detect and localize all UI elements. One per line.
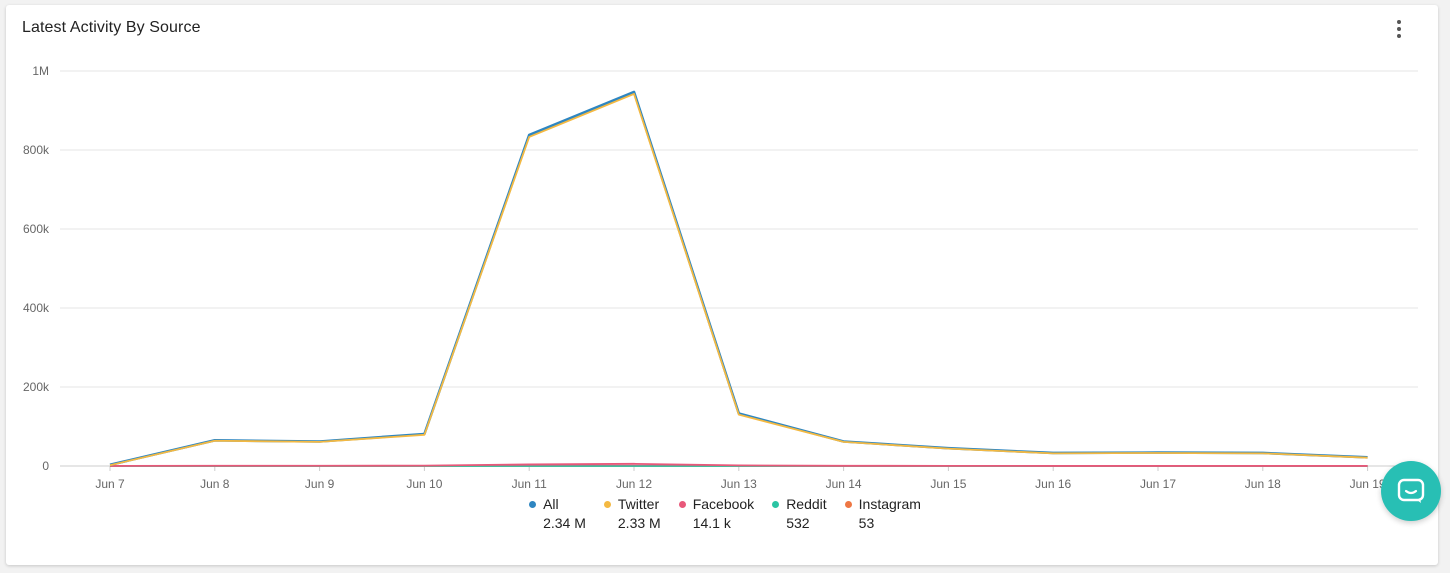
x-tick-label: Jun 7 bbox=[95, 477, 125, 491]
legend-name-row: Twitter bbox=[603, 495, 661, 513]
x-tick-label: Jun 14 bbox=[826, 477, 862, 491]
y-tick-label: 400k bbox=[23, 301, 50, 315]
activity-card: Latest Activity By Source bbox=[6, 5, 1438, 565]
legend-name-row: Reddit bbox=[772, 495, 827, 513]
legend-dot-icon bbox=[772, 500, 780, 508]
x-tick-label: Jun 9 bbox=[305, 477, 335, 491]
y-tick-label: 0 bbox=[42, 459, 49, 473]
legend-dot-icon bbox=[844, 500, 852, 508]
legend-item-instagram[interactable]: Instagram 53 bbox=[844, 495, 921, 531]
series-line-all bbox=[109, 90, 1368, 467]
legend-item-all[interactable]: All 2.34 M bbox=[529, 495, 586, 531]
kebab-dot bbox=[1397, 27, 1401, 31]
legend-total: 53 bbox=[858, 515, 875, 531]
y-tick-label: 800k bbox=[23, 143, 50, 157]
legend-total: 14.1 k bbox=[692, 515, 731, 531]
chat-button[interactable] bbox=[1381, 461, 1441, 521]
chat-icon bbox=[1397, 478, 1425, 503]
y-tick-label: 200k bbox=[23, 380, 50, 394]
legend-label: Facebook bbox=[692, 496, 755, 512]
series-line-twitter bbox=[109, 93, 1368, 467]
chart-legend: All 2.34 M Twitter 2.33 M Facebook 14.1 k Redd… bbox=[0, 495, 1450, 531]
legend-total: 532 bbox=[786, 515, 810, 531]
x-tick-label: Jun 13 bbox=[721, 477, 757, 491]
y-tick-label: 600k bbox=[23, 222, 50, 236]
legend-dot-icon bbox=[603, 500, 611, 508]
legend-item-facebook[interactable]: Facebook 14.1 k bbox=[678, 495, 755, 531]
card-title: Latest Activity By Source bbox=[22, 19, 201, 36]
x-tick-label: Jun 8 bbox=[200, 477, 230, 491]
kebab-dot bbox=[1397, 20, 1401, 24]
legend-label: Instagram bbox=[858, 496, 921, 512]
x-tick-label: Jun 12 bbox=[616, 477, 652, 491]
legend-item-reddit[interactable]: Reddit 532 bbox=[772, 495, 827, 531]
legend-total: 2.33 M bbox=[617, 515, 661, 531]
legend-dot-icon bbox=[678, 500, 686, 508]
x-tick-label: Jun 15 bbox=[930, 477, 966, 491]
legend-label: Reddit bbox=[786, 496, 827, 512]
x-tick-label: Jun 17 bbox=[1140, 477, 1176, 491]
legend-name-row: Instagram bbox=[844, 495, 921, 513]
legend-name-row: All bbox=[529, 495, 586, 513]
legend-total: 2.34 M bbox=[543, 515, 586, 531]
x-tick-label: Jun 18 bbox=[1245, 477, 1281, 491]
legend-name-row: Facebook bbox=[678, 495, 755, 513]
x-tick-label: Jun 19 bbox=[1350, 477, 1386, 491]
legend-label: Twitter bbox=[617, 496, 660, 512]
x-tick-label: Jun 10 bbox=[406, 477, 442, 491]
legend-item-twitter[interactable]: Twitter 2.33 M bbox=[603, 495, 661, 531]
series-line-facebook bbox=[109, 462, 1368, 467]
legend-dot-icon bbox=[529, 500, 537, 508]
x-tick-label: Jun 11 bbox=[512, 477, 547, 491]
y-tick-label: 1M bbox=[32, 64, 49, 78]
kebab-dot bbox=[1397, 34, 1401, 38]
kebab-menu-icon[interactable] bbox=[1389, 19, 1409, 39]
legend-label: All bbox=[543, 496, 559, 512]
x-tick-label: Jun 16 bbox=[1035, 477, 1071, 491]
